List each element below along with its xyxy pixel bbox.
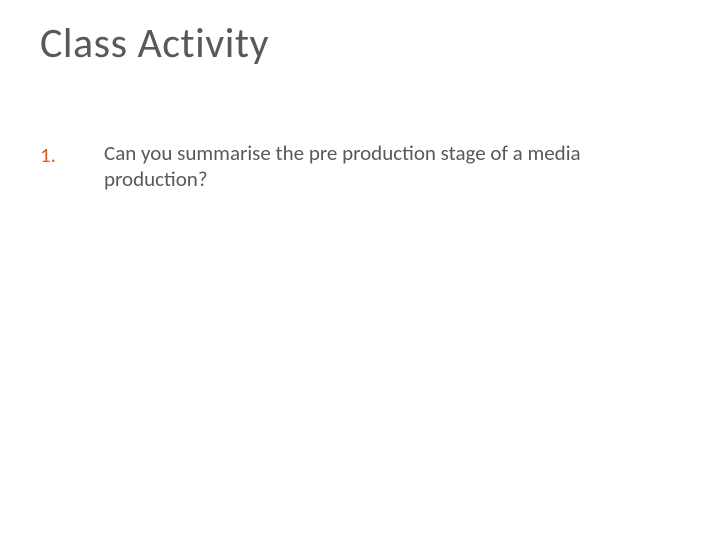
- numbered-list: 1. Can you summarise the pre production …: [40, 141, 680, 192]
- list-item-number: 1.: [40, 141, 104, 168]
- slide: Class Activity 1. Can you summarise the …: [0, 0, 720, 540]
- slide-title: Class Activity: [40, 18, 680, 69]
- list-item-text: Can you summarise the pre production sta…: [104, 141, 680, 192]
- list-item: 1. Can you summarise the pre production …: [40, 141, 680, 192]
